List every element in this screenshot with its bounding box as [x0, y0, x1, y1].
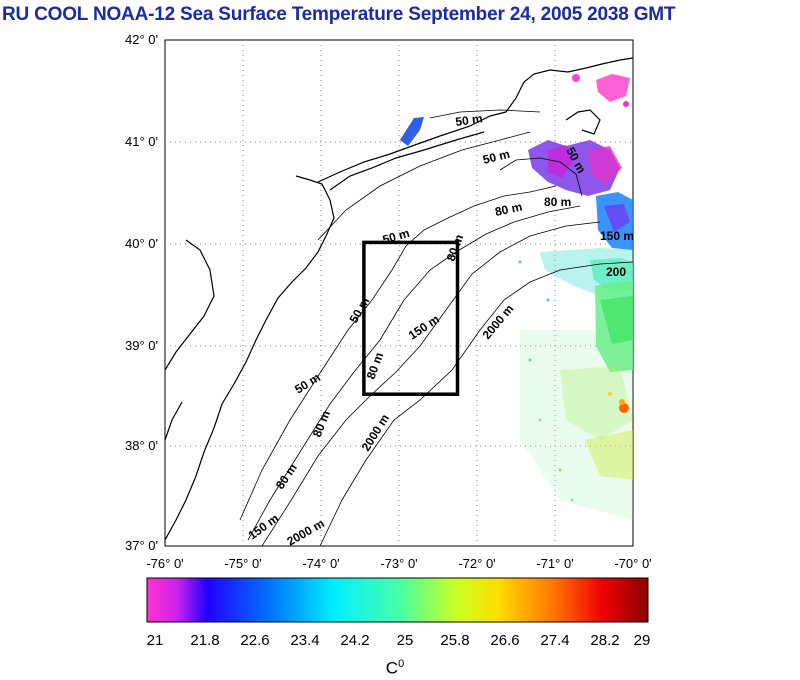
colorbar-tick-label: 25: [396, 632, 414, 649]
colorbar-tick-label: 21.8: [190, 632, 220, 649]
colorbar: [146, 577, 649, 623]
colorbar-tick-label: 21: [146, 632, 164, 649]
lon-label: -75° 0': [224, 556, 262, 571]
coast-long-island: [317, 111, 507, 183]
sst-patch-long-island: [400, 117, 424, 146]
sst-patch-gulf-maine: [596, 74, 630, 102]
colorbar-tick-label: 27.4: [540, 632, 570, 649]
colorbar-tick-label: 26.6: [490, 632, 520, 649]
lon-label: -71° 0': [536, 556, 574, 571]
unit-base: C: [385, 658, 399, 678]
contour-50m-inner: [239, 185, 557, 521]
contour-50m-ny: [317, 131, 531, 241]
graticule: [165, 40, 633, 546]
map-title: RU COOL NOAA-12 Sea Surface Temperature …: [2, 4, 676, 25]
lat-label: 37° 0': [125, 538, 158, 553]
coast-chesapeake: [165, 239, 215, 371]
colorbar-tick-label: 28.2: [590, 632, 620, 649]
study-area-box: [362, 240, 460, 396]
coast-new-england: [505, 57, 633, 113]
coast-nj-delmarva: [165, 175, 335, 541]
contour-label: 80 m: [544, 195, 571, 209]
colorbar-tick-label: 29: [633, 632, 651, 649]
sst-warm-spot: [619, 403, 629, 413]
lat-label: 40° 0': [125, 236, 158, 251]
lat-label: 41° 0': [125, 134, 158, 149]
lat-label: 42° 0': [125, 32, 158, 47]
contour-label: 150 m: [600, 229, 634, 243]
coastline: [165, 57, 633, 541]
contour-label: 50 m: [454, 111, 483, 129]
colorbar-tick-label: 23.4: [290, 632, 320, 649]
lon-label: -70° 0': [614, 556, 652, 571]
colorbar-tick-label: 24.2: [340, 632, 370, 649]
coast-cape-cod: [565, 109, 601, 135]
unit-superscript: 0: [398, 658, 405, 670]
contour-80m: [247, 205, 581, 541]
contour-label: 80 m: [494, 200, 524, 219]
colorbar-unit: C0: [375, 658, 415, 679]
isobaths: [239, 109, 633, 546]
contour-2000m: [319, 261, 633, 546]
sst-patch-scatter: [520, 330, 633, 520]
contour-150m: [261, 221, 601, 546]
lon-label: -72° 0': [458, 556, 496, 571]
contour-label: 50 m: [481, 147, 511, 167]
lat-label: 38° 0': [125, 438, 158, 453]
colorbar-tick-label: 22.6: [240, 632, 270, 649]
lon-label: -73° 0': [380, 556, 418, 571]
sst-data: [400, 74, 633, 520]
colorbar-tick-label: 25.8: [440, 632, 470, 649]
lat-label: 39° 0': [125, 338, 158, 353]
contour-label: 200: [606, 265, 626, 279]
lon-label: -74° 0': [302, 556, 340, 571]
lon-label: -76° 0': [146, 556, 184, 571]
